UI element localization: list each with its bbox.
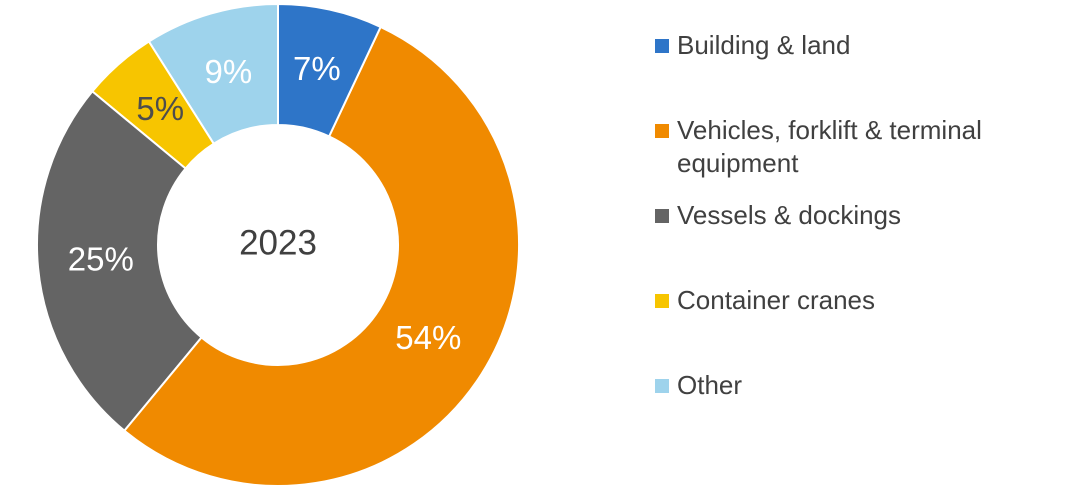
donut-slice — [90, 40, 216, 170]
data-label: 25% — [68, 240, 134, 277]
data-label: 54% — [395, 319, 461, 356]
legend-swatch — [655, 124, 669, 138]
center-label: 2023 — [239, 223, 317, 262]
legend-swatch — [655, 39, 669, 53]
legend-item: Other — [655, 369, 1075, 402]
data-label: 7% — [293, 50, 341, 87]
legend-item: Vessels & dockings — [655, 199, 1075, 232]
legend-label: Vehicles, forklift & terminal equipment — [677, 115, 982, 178]
donut-slice — [122, 25, 520, 487]
legend-swatch — [655, 294, 669, 308]
legend-label: Building & land — [677, 30, 851, 60]
legend-swatch — [655, 379, 669, 393]
legend-item: Building & land — [655, 29, 1075, 62]
legend-label: Container cranes — [677, 285, 875, 315]
donut-slice — [277, 2, 382, 138]
legend-label: Other — [677, 370, 743, 400]
chart: 7% 54% 25% 5% 9% 2023 — [36, 2, 520, 487]
legend-item: Container cranes — [655, 284, 1075, 317]
legend-swatch — [655, 209, 669, 223]
legend-item: Vehicles, forklift & terminal equipment — [655, 114, 1075, 180]
donut-slice — [36, 89, 203, 433]
data-label: 5% — [136, 90, 184, 127]
legend-label: Vessels & dockings — [677, 200, 902, 230]
data-label: 9% — [204, 53, 252, 90]
